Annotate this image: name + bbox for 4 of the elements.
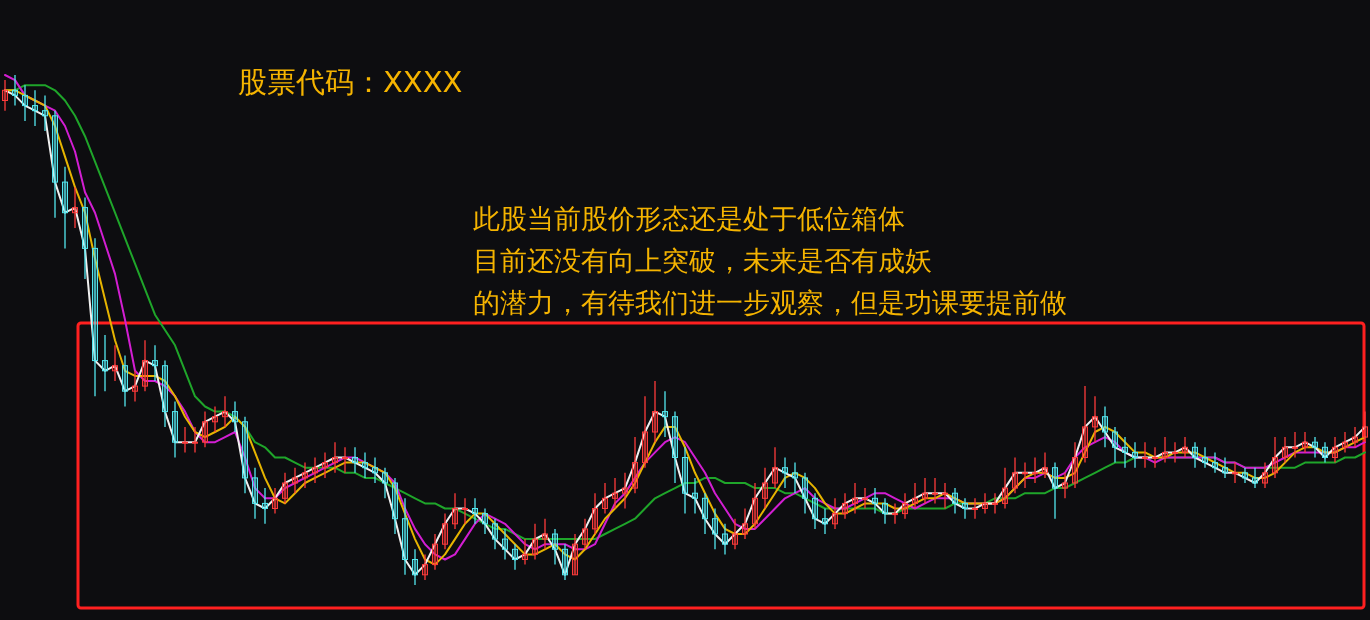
annotation: 目前还没有向上突破，未来是否有成妖 [473,245,932,276]
annotation: 的潜力，有待我们进一步观察，但是功课要提前做 [473,287,1067,318]
annotation: 此股当前股价形态还是处于低位箱体 [473,203,905,234]
chart-title: 股票代码：XXXX [238,65,463,99]
